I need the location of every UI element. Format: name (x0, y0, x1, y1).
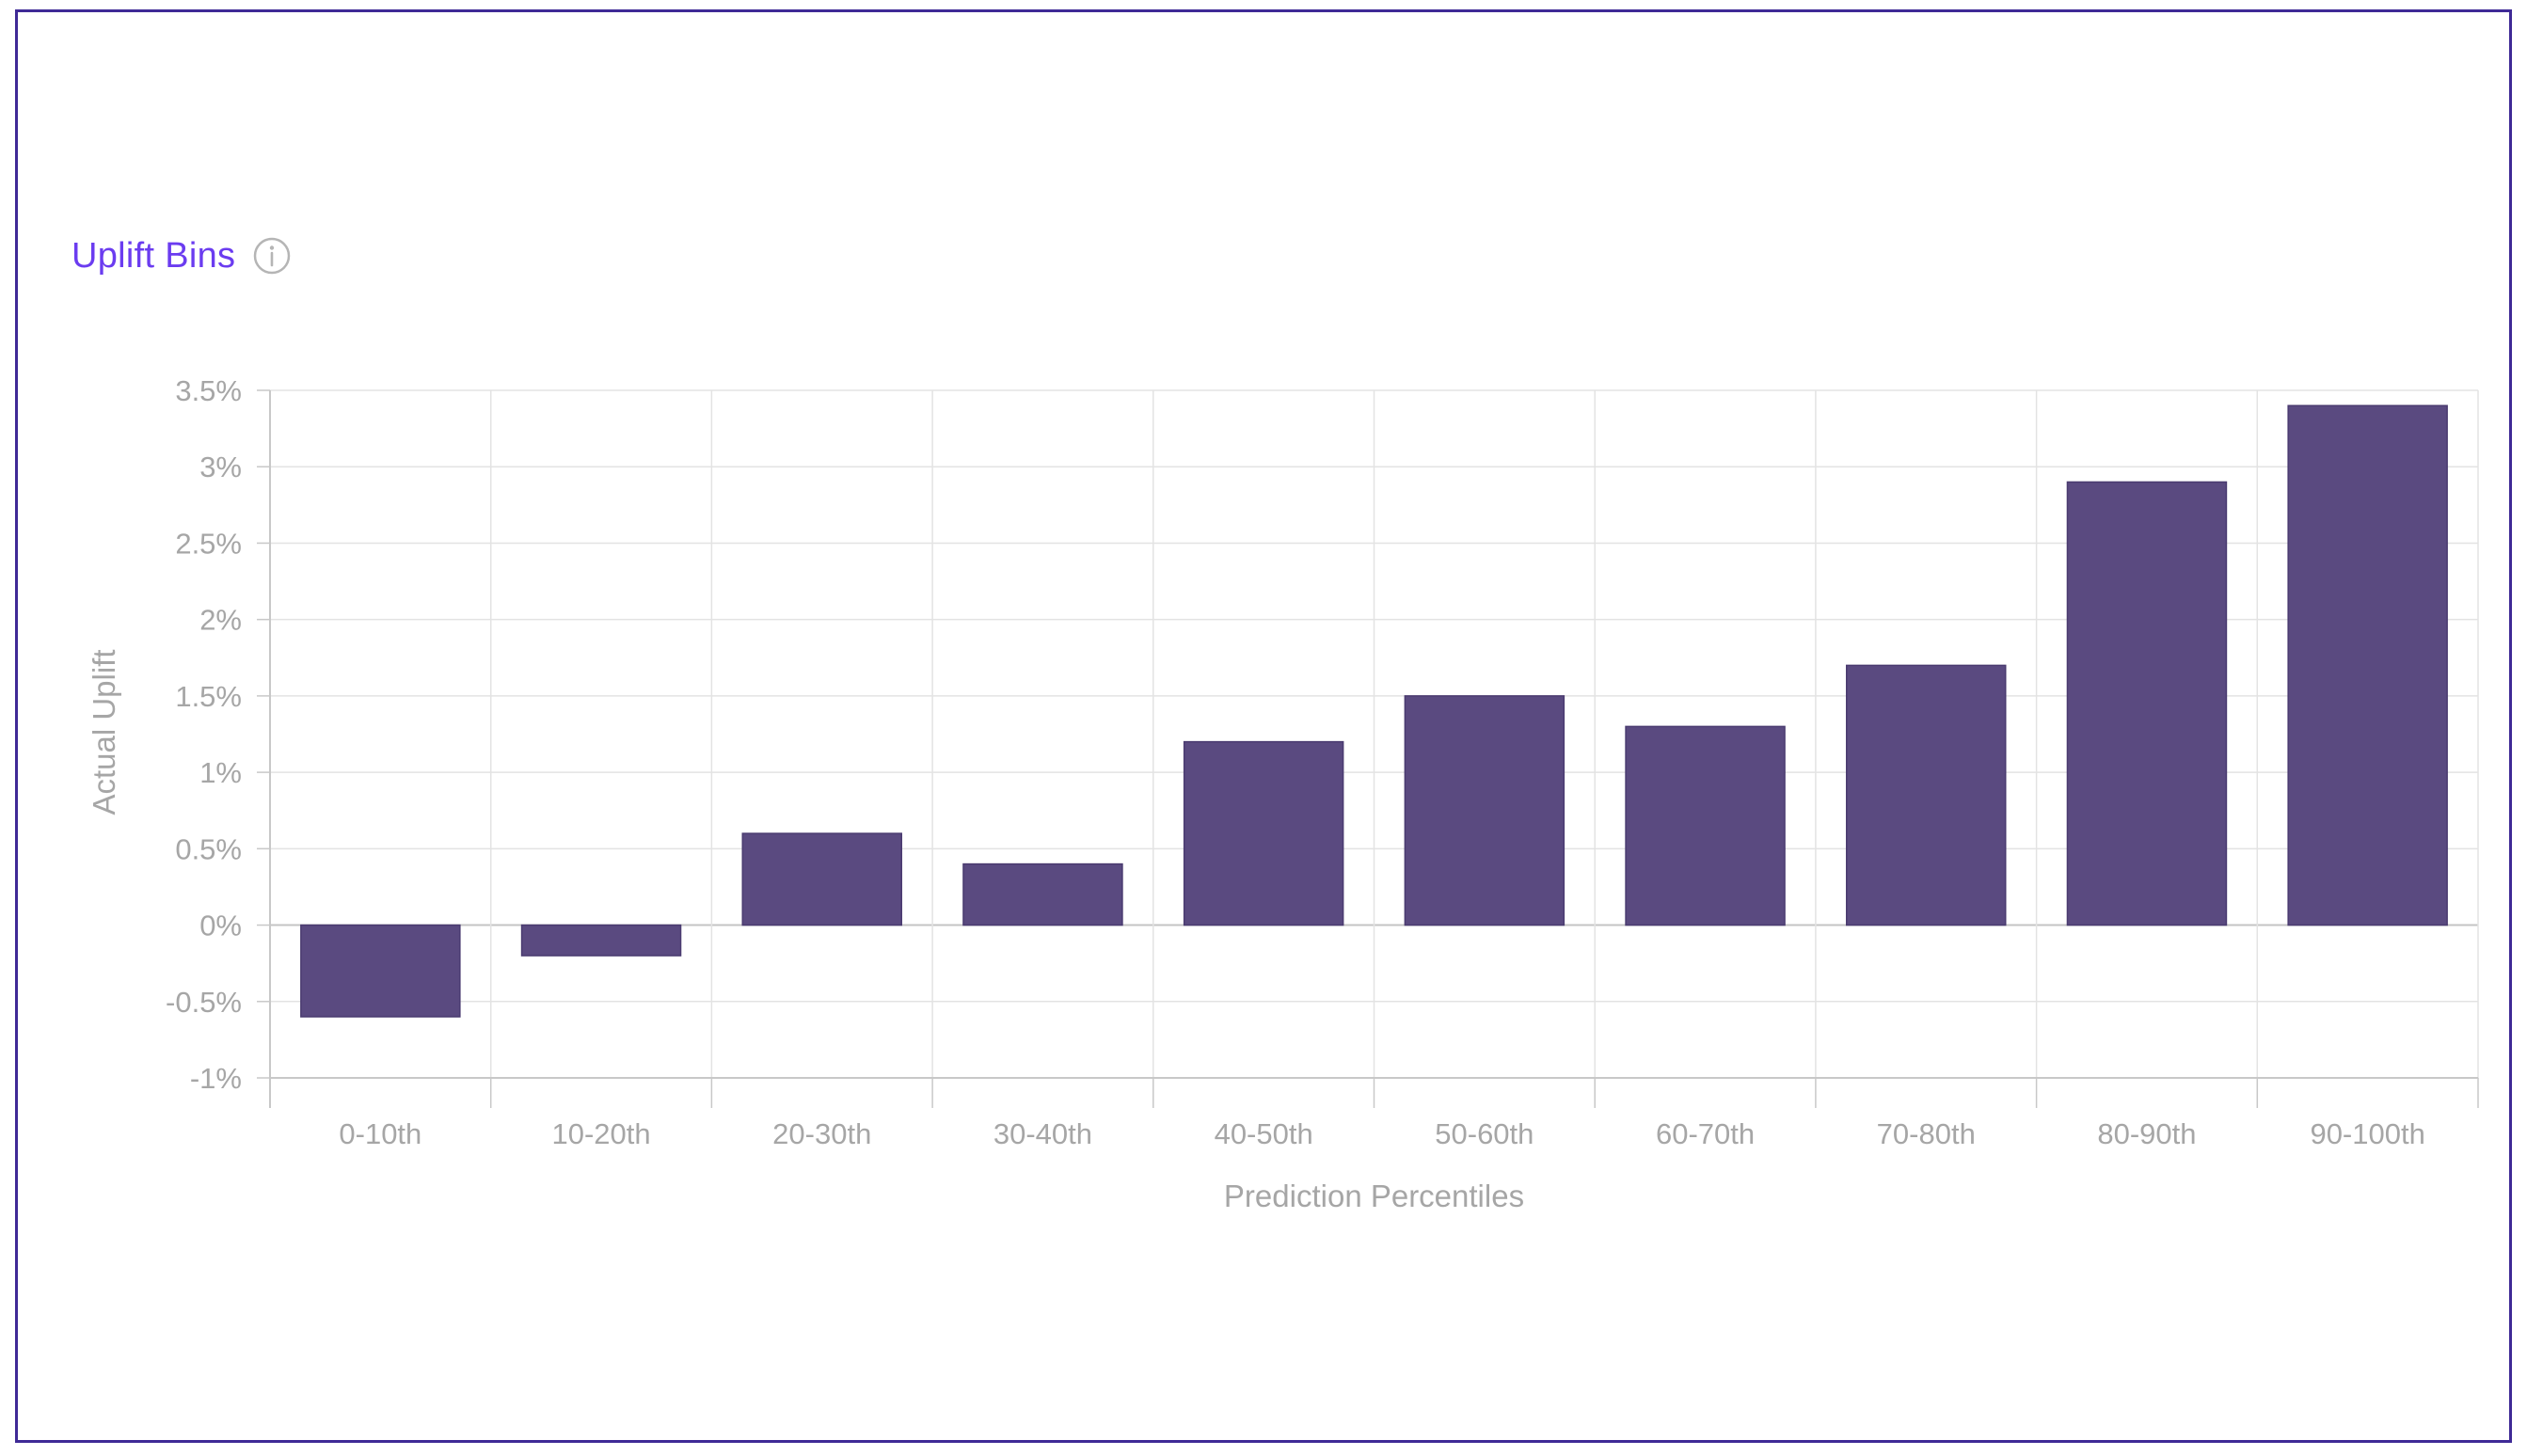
x-tick-label: 20-30th (772, 1117, 871, 1150)
bar-0-10th[interactable] (300, 924, 461, 1018)
x-tick-label: 10-20th (551, 1117, 650, 1150)
y-tick-label: -0.5% (166, 986, 242, 1019)
x-tick-label: 0-10th (339, 1117, 421, 1150)
chart-title: Uplift Bins (72, 235, 236, 276)
bar-30-40th[interactable] (962, 863, 1123, 926)
bar-70-80th[interactable] (1846, 664, 2007, 926)
y-tick-label: 1.5% (175, 680, 242, 713)
y-axis-title: Actual Uplift (87, 649, 121, 815)
y-tick-label: 0.5% (175, 832, 242, 865)
x-tick-label: 60-70th (1656, 1117, 1755, 1150)
x-tick-label: 90-100th (2310, 1117, 2424, 1150)
info-circle-icon[interactable] (252, 236, 292, 276)
bar-40-50th[interactable] (1183, 740, 1344, 926)
x-tick-label: 50-60th (1435, 1117, 1534, 1150)
y-tick-label: 2% (199, 604, 242, 637)
x-tick-label: 40-50th (1215, 1117, 1313, 1150)
x-tick-labels: 0-10th 10-20th 20-30th 30-40th 40-50th 50-60t… (339, 1117, 2424, 1150)
y-tick-label: -1% (190, 1062, 242, 1095)
y-tick-label: 2.5% (175, 527, 242, 560)
y-tick-label: 3% (199, 451, 242, 483)
chart-header: Uplift Bins (72, 229, 292, 282)
axes (257, 389, 2479, 1108)
bar-50-60th[interactable] (1404, 695, 1565, 926)
y-tick-label: 3.5% (175, 374, 242, 407)
y-tick-label: 0% (199, 910, 242, 942)
bars (300, 404, 2448, 1018)
y-tick-label: 1% (199, 756, 242, 789)
x-tick-label: 80-90th (2097, 1117, 2196, 1150)
bar-80-90th[interactable] (2066, 481, 2228, 926)
bar-90-100th[interactable] (2287, 404, 2448, 926)
x-tick-label: 30-40th (993, 1117, 1092, 1150)
bar-10-20th[interactable] (520, 924, 682, 957)
x-tick-label: 70-80th (1877, 1117, 1976, 1150)
x-axis-title: Prediction Percentiles (1224, 1179, 1524, 1213)
bar-20-30th[interactable] (741, 832, 902, 926)
y-tick-labels: -1% -0.5% 0% 0.5% 1% 1.5% 2% 2.5% 3% 3.5% (166, 374, 242, 1095)
bar-60-70th[interactable] (1625, 725, 1786, 926)
